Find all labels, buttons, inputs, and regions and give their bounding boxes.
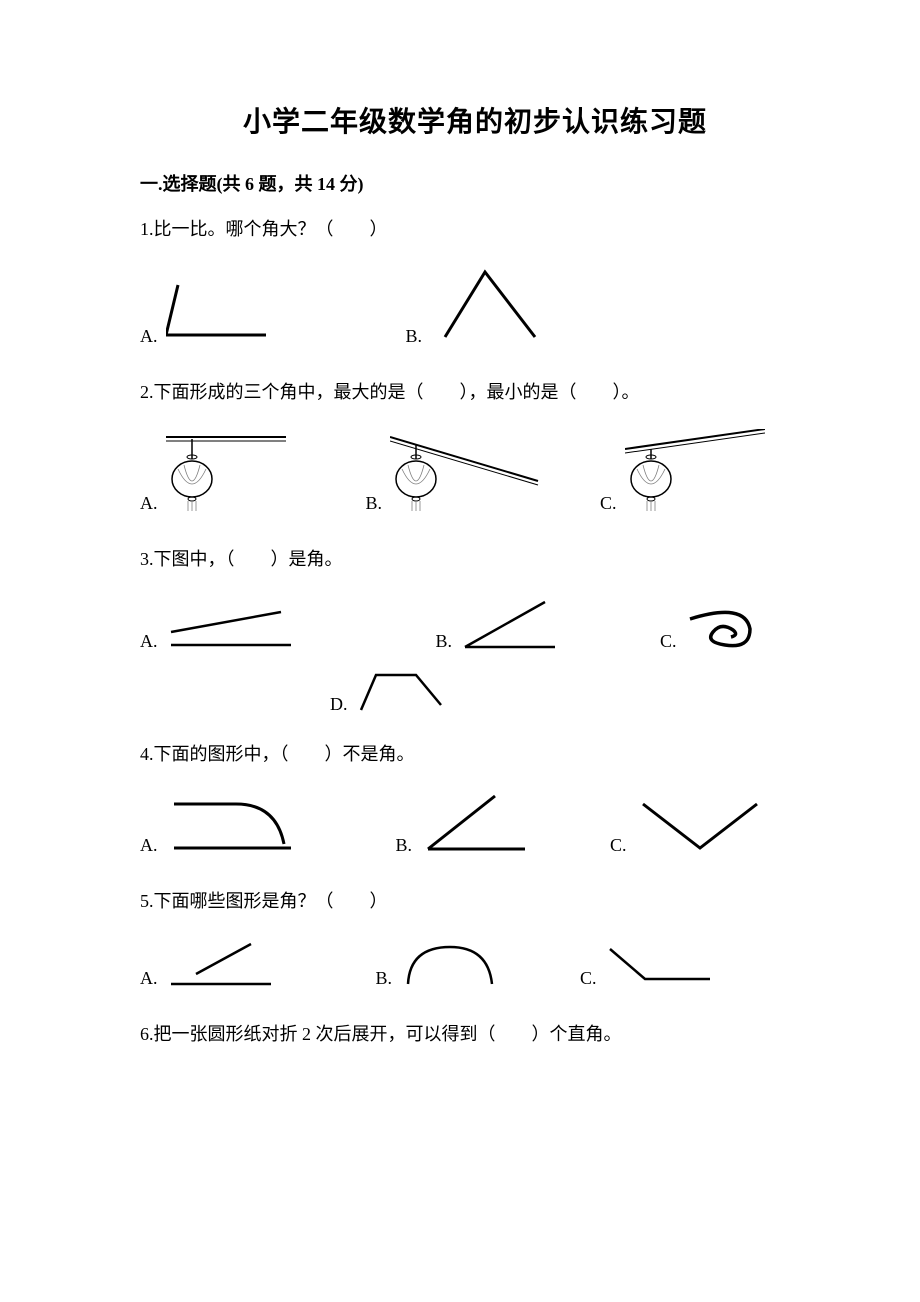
q2-c-label: C. [600, 493, 617, 514]
q1-angle-a-icon [166, 277, 286, 347]
q3-c-label: C. [660, 631, 677, 652]
q4-b-label: B. [396, 835, 413, 856]
q2-text: 2.下面形成的三个角中，最大的是（ ），最小的是（ ）。 [140, 377, 810, 408]
q5-shape-c-icon [605, 944, 715, 989]
q3-option-b: B. [436, 597, 561, 652]
q2-lantern-a-icon [166, 429, 286, 514]
q1-options: A. B. [140, 267, 810, 347]
q5-text: 5.下面哪些图形是角？（ ） [140, 886, 810, 917]
q1-angle-b-icon [430, 267, 550, 347]
q4-a-label: A. [140, 835, 158, 856]
q2-option-c: C. [600, 429, 765, 514]
q3-d-label: D. [330, 694, 348, 715]
section-heading: 一.选择题(共 6 题，共 14 分) [140, 170, 810, 196]
q4-option-a: A. [140, 796, 296, 856]
q5-a-label: A. [140, 968, 158, 989]
q4-c-label: C. [610, 835, 627, 856]
page-title: 小学二年级数学角的初步认识练习题 [140, 100, 810, 140]
q3-options-row2: D. [330, 670, 810, 715]
q2-b-label: B. [366, 493, 383, 514]
q3-options-row1: A. B. C. [140, 597, 810, 652]
q2-option-b: B. [366, 429, 541, 514]
q2-lantern-b-icon [390, 429, 540, 514]
q3-shape-b-icon [460, 597, 560, 652]
q5-shape-a-icon [166, 939, 276, 989]
q1-a-label: A. [140, 326, 158, 347]
q4-shape-b-icon [420, 791, 530, 856]
q4-option-c: C. [610, 796, 765, 856]
q5-option-a: A. [140, 939, 276, 989]
q5-options: A. B. C. [140, 939, 810, 989]
q5-c-label: C. [580, 968, 597, 989]
q2-option-a: A. [140, 429, 286, 514]
q1-option-a: A. [140, 277, 286, 347]
q6-text: 6.把一张圆形纸对折 2 次后展开，可以得到（ ）个直角。 [140, 1019, 810, 1050]
q3-a-label: A. [140, 631, 158, 652]
q2-a-label: A. [140, 493, 158, 514]
q3-shape-c-icon [685, 607, 760, 652]
q3-option-c: C. [660, 607, 760, 652]
q4-shape-a-icon [166, 796, 296, 856]
q3-shape-d-icon [356, 670, 446, 715]
q4-shape-c-icon [635, 796, 765, 856]
q3-text: 3.下图中，（ ）是角。 [140, 544, 810, 575]
q5-shape-b-icon [400, 939, 500, 989]
q5-option-b: B. [376, 939, 501, 989]
q4-option-b: B. [396, 791, 531, 856]
q1-option-b: B. [406, 267, 551, 347]
q5-option-c: C. [580, 944, 715, 989]
q4-options: A. B. C. [140, 791, 810, 856]
q2-lantern-c-icon [625, 429, 765, 514]
q1-b-label: B. [406, 326, 423, 347]
q3-option-d: D. [330, 670, 446, 715]
q3-option-a: A. [140, 607, 296, 652]
q3-b-label: B. [436, 631, 453, 652]
q4-text: 4.下面的图形中，（ ）不是角。 [140, 739, 810, 770]
q2-options: A. B. [140, 429, 810, 514]
q3-shape-a-icon [166, 607, 296, 652]
q1-text: 1.比一比。哪个角大？（ ） [140, 214, 810, 245]
q5-b-label: B. [376, 968, 393, 989]
